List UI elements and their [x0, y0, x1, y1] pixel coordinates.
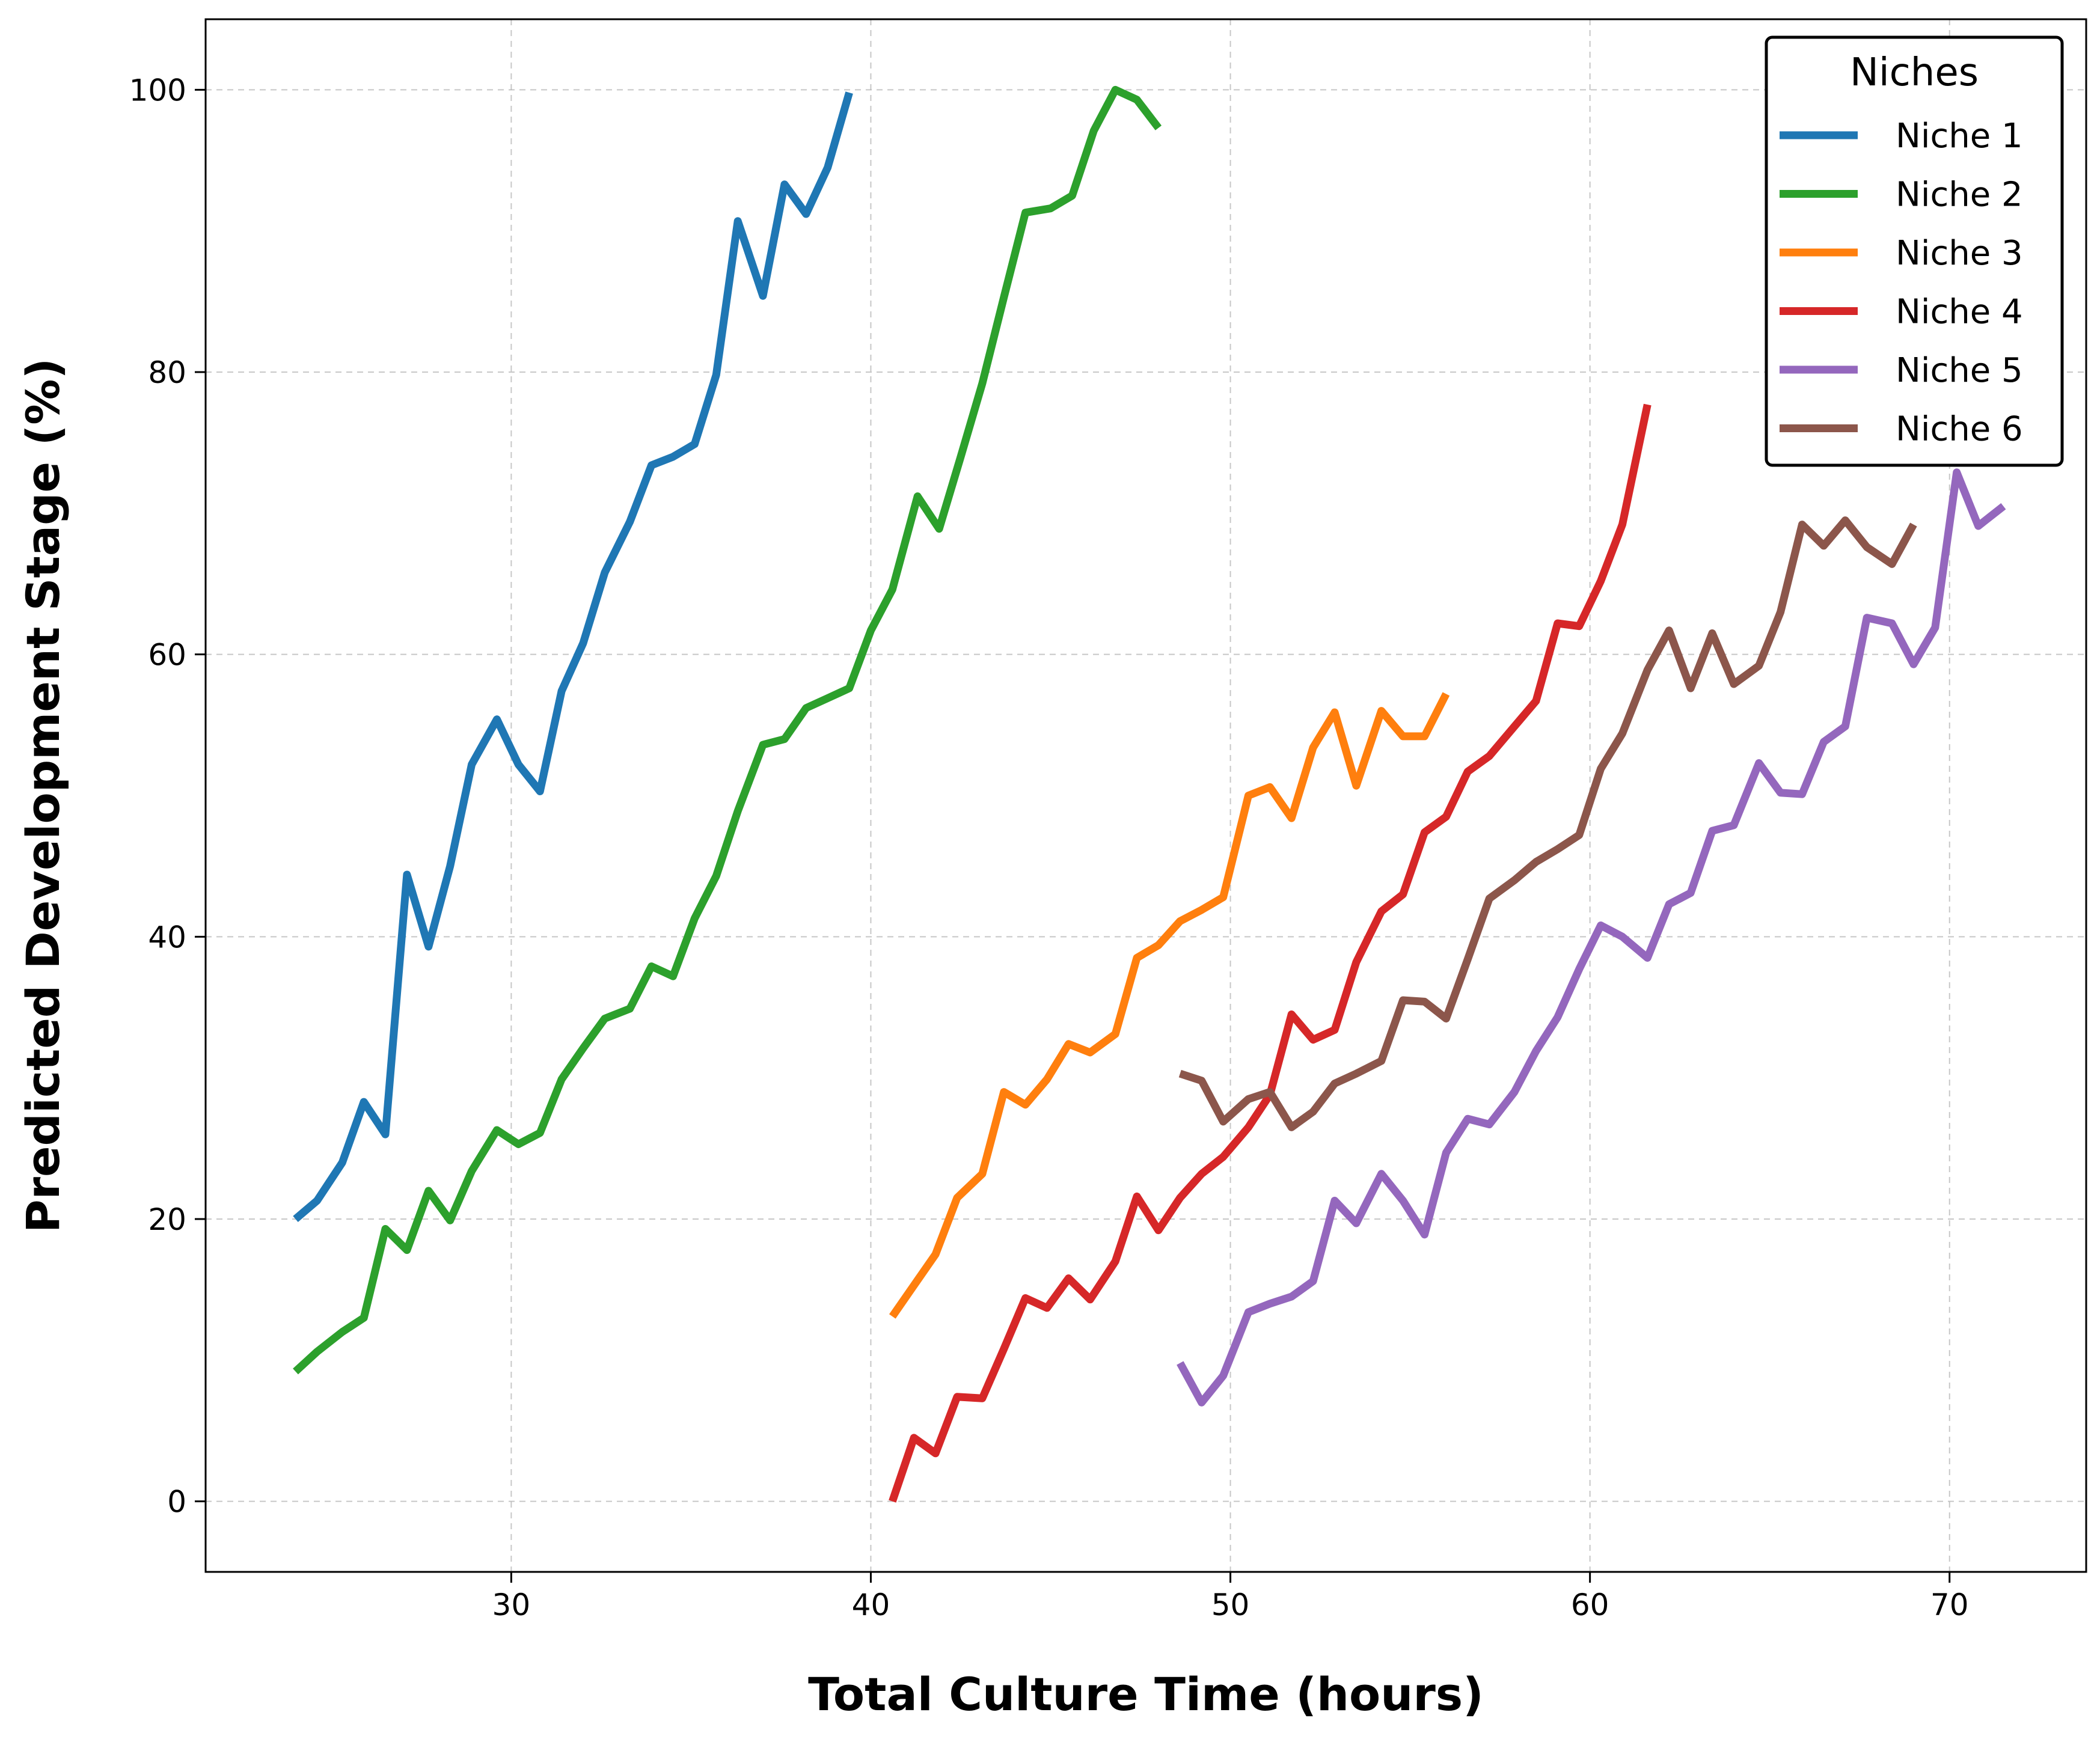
x-tick-label: 70 — [1930, 1588, 1969, 1622]
legend-label-niche-3: Niche 3 — [1896, 234, 2023, 273]
y-tick-label: 40 — [148, 920, 186, 955]
y-tick-label: 60 — [148, 638, 186, 673]
y-tick-label: 0 — [167, 1485, 186, 1520]
y-tick-label: 80 — [148, 355, 186, 390]
y-axis-label: Predicted Development Stage (%) — [16, 358, 70, 1233]
y-tick-label: 100 — [129, 73, 186, 108]
series-line-niche-4 — [889, 403, 1652, 1503]
legend-label-niche-6: Niche 6 — [1896, 410, 2023, 449]
x-tick-label: 40 — [852, 1588, 890, 1622]
x-tick-label: 30 — [492, 1588, 531, 1622]
x-axis-label: Total Culture Time (hours) — [808, 1667, 1484, 1721]
series-line-niche-5 — [1177, 468, 2006, 1407]
series-line-niche-6 — [1178, 516, 1917, 1131]
legend-label-niche-4: Niche 4 — [1896, 293, 2023, 332]
legend-entries: Niche 1 Niche 2 Niche 3 Niche 4 Niche 5 Niche… — [1780, 117, 2023, 449]
x-tick-label: 50 — [1211, 1588, 1250, 1622]
legend-box — [1765, 35, 2064, 467]
y-tick-label: 20 — [148, 1202, 186, 1237]
series-lines — [293, 85, 2006, 1503]
legend-label-niche-1: Niche 1 — [1896, 117, 2023, 156]
plot-area-frame — [204, 18, 2087, 1573]
legend-label-niche-2: Niche 2 — [1896, 176, 2023, 215]
series-line-niche-3 — [889, 692, 1450, 1319]
legend-title: Niches — [1850, 50, 1979, 95]
series-line-niche-1 — [293, 91, 853, 1222]
x-axis-ticks: 30 40 50 60 70 — [492, 1572, 1969, 1622]
x-tick-label: 60 — [1571, 1588, 1609, 1622]
legend-label-niche-5: Niche 5 — [1896, 351, 2023, 390]
y-axis-ticks: 0 20 40 60 80 100 — [129, 73, 206, 1520]
series-line-niche-2 — [293, 85, 1162, 1375]
